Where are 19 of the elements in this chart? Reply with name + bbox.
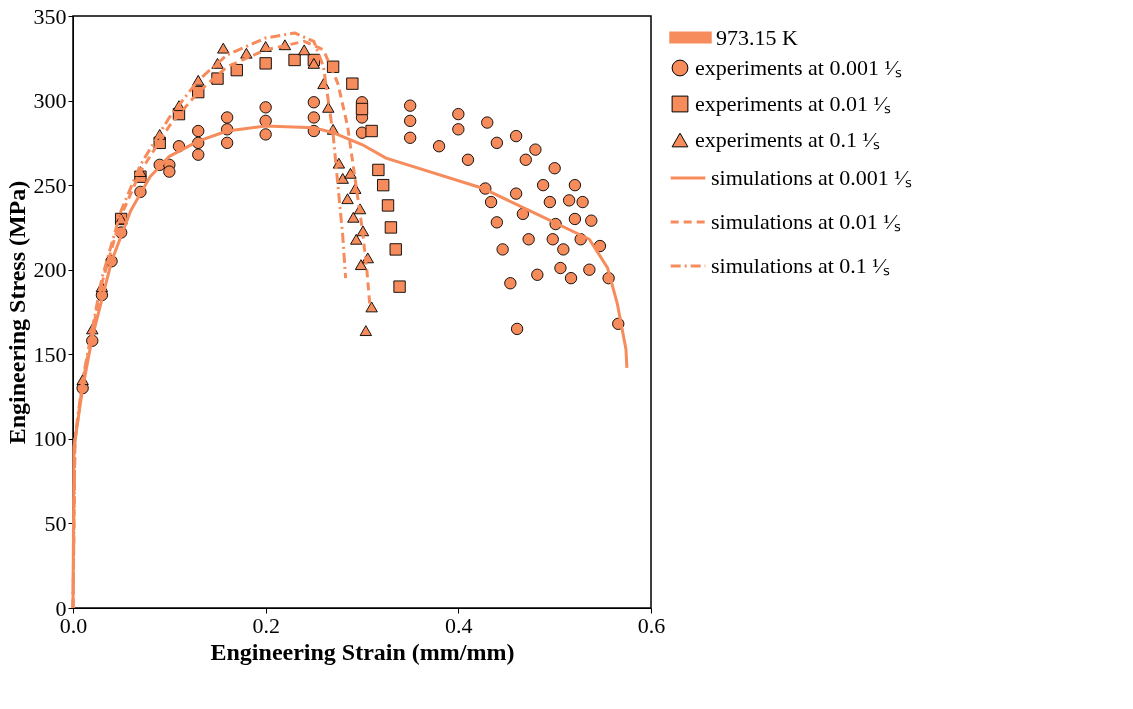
x-tick-label: 0.2: [252, 612, 280, 638]
legend-label: simulations at 0.01 ¹⁄ₛ: [711, 209, 901, 234]
y-tick-label: 300: [33, 88, 67, 114]
y-tick-label: 350: [33, 3, 67, 29]
y-tick-label: 250: [33, 172, 67, 198]
x-tick-label: 0.6: [637, 612, 666, 638]
x-axis-title: Engineering Strain (mm/mm): [210, 638, 515, 665]
legend-title: 973.15 K: [716, 24, 798, 50]
legend-label: experiments at 0.1 ¹⁄ₛ: [695, 127, 880, 152]
x-tick-label: 0.4: [445, 612, 473, 638]
legend-label: simulations at 0.1 ¹⁄ₛ: [711, 253, 890, 278]
y-tick-label: 50: [44, 510, 67, 536]
y-tick-label: 200: [33, 257, 67, 283]
legend-label: simulations at 0.001 ¹⁄ₛ: [711, 165, 912, 190]
legend-label: experiments at 0.01 ¹⁄ₛ: [695, 91, 891, 116]
legend-label: experiments at 0.001 ¹⁄ₛ: [695, 55, 902, 80]
y-tick-label: 150: [33, 341, 67, 367]
y-tick-label: 100: [33, 426, 67, 452]
y-axis-title: Engineering Stress (MPa): [3, 180, 30, 445]
